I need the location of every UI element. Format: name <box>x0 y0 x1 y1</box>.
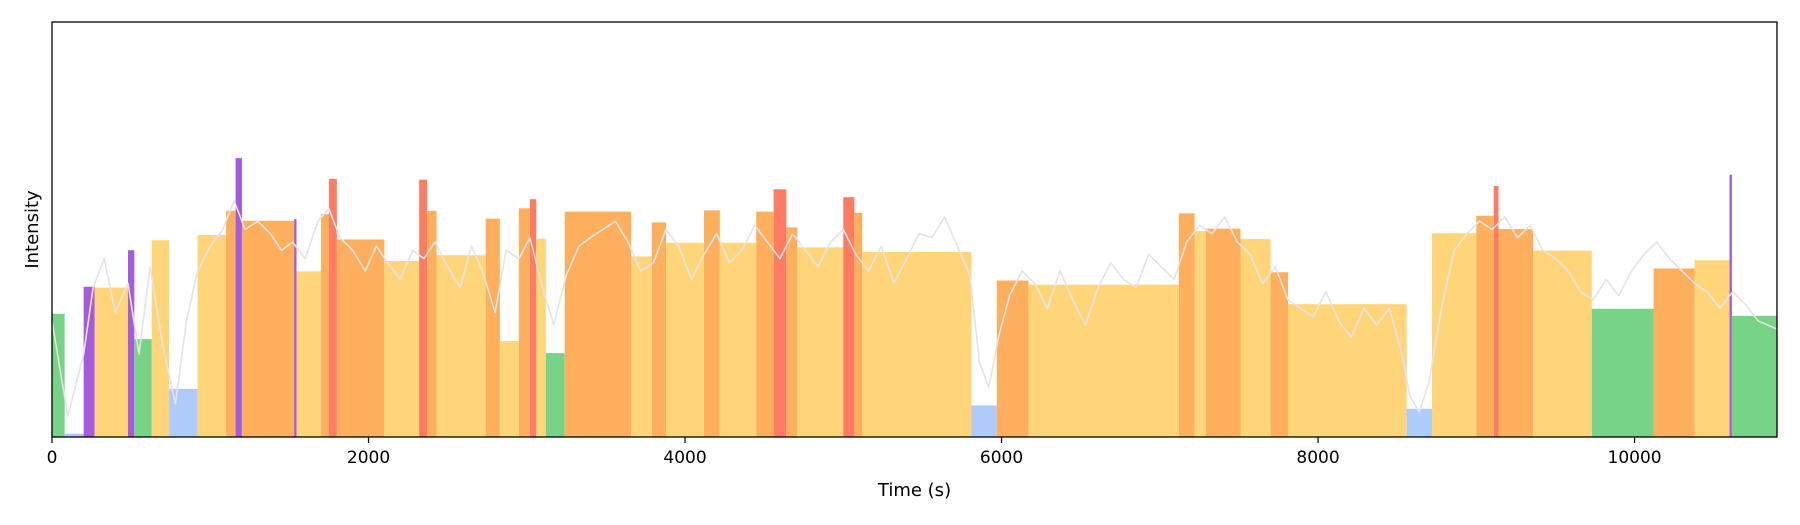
bar-segment-43 <box>1178 213 1195 437</box>
bar-segment-41 <box>996 280 1029 437</box>
bar-segment-54 <box>1533 250 1592 437</box>
bar-segment-5 <box>134 339 152 437</box>
bar-segment-23 <box>518 208 530 437</box>
x-tick-label: 10000 <box>1608 448 1662 468</box>
bar-segment-2 <box>83 286 95 437</box>
x-tick-label: 4000 <box>663 448 706 468</box>
bar-segment-30 <box>666 242 705 437</box>
bar-segment-26 <box>545 353 565 437</box>
bar-segment-42 <box>1028 284 1179 437</box>
bar-segment-11 <box>241 220 295 437</box>
x-tick-label: 8000 <box>1296 448 1339 468</box>
bar-segment-56 <box>1653 268 1695 437</box>
bar-segment-25 <box>536 238 546 437</box>
bar-segment-36 <box>797 247 844 437</box>
bar-segment-40 <box>971 405 997 437</box>
bar-segment-15 <box>328 178 337 437</box>
bar-segment-33 <box>756 211 774 437</box>
x-tick-label: 6000 <box>980 448 1023 468</box>
x-axis: 0 2000 4000 6000 8000 10000 <box>47 437 1662 468</box>
x-axis-label: Time (s) <box>877 480 951 501</box>
intensity-trace-line <box>51 199 1778 418</box>
bar-segment-38 <box>854 212 863 437</box>
bar-segment-55 <box>1591 308 1654 437</box>
bar-segment-18 <box>419 179 428 437</box>
bar-segment-1 <box>64 433 84 437</box>
bar-segment-31 <box>704 210 720 437</box>
bar-segment-57 <box>1694 260 1730 437</box>
bar-segment-34 <box>773 189 787 437</box>
bar-segment-24 <box>529 199 537 437</box>
bar-segment-27 <box>564 211 632 437</box>
bar-segment-29 <box>651 222 667 437</box>
bar-segment-10 <box>235 158 242 437</box>
bar-segment-3 <box>94 287 128 437</box>
bar-segment-6 <box>151 240 170 437</box>
bar-segment-46 <box>1240 239 1271 437</box>
bar-segment-28 <box>631 256 652 437</box>
bar-segment-22 <box>499 341 519 437</box>
bar-segment-14 <box>321 214 329 437</box>
plot-frame <box>51 21 1778 438</box>
bar-segment-32 <box>719 242 757 437</box>
bar-segment-8 <box>197 234 227 437</box>
bars-layer <box>52 158 1777 437</box>
bar-segment-58 <box>1729 174 1732 437</box>
trace-layer <box>51 199 1778 418</box>
bar-segment-35 <box>786 227 798 437</box>
bar-segment-4 <box>127 250 135 437</box>
y-axis-label: Intensity <box>22 190 43 269</box>
bar-segment-13 <box>296 271 322 437</box>
bar-segment-19 <box>427 210 437 437</box>
x-tick-label: 2000 <box>347 448 390 468</box>
bar-segment-12 <box>294 219 297 437</box>
bar-segment-52 <box>1493 185 1499 437</box>
bar-segment-53 <box>1498 229 1534 437</box>
bar-segment-21 <box>485 218 500 437</box>
bar-segment-17 <box>384 261 420 437</box>
bar-segment-51 <box>1476 215 1494 437</box>
bar-segment-48 <box>1287 304 1407 437</box>
bar-segment-45 <box>1205 228 1241 437</box>
bar-segment-9 <box>226 210 236 437</box>
bar-segment-49 <box>1406 408 1432 437</box>
bar-segment-47 <box>1270 272 1288 437</box>
bar-segment-59 <box>1731 315 1777 437</box>
x-tick-label: 0 <box>47 448 58 468</box>
bar-segment-37 <box>843 197 855 437</box>
bar-segment-39 <box>862 251 972 437</box>
bar-segment-44 <box>1194 231 1206 437</box>
bar-segment-16 <box>336 239 385 437</box>
bar-segment-50 <box>1432 233 1477 437</box>
